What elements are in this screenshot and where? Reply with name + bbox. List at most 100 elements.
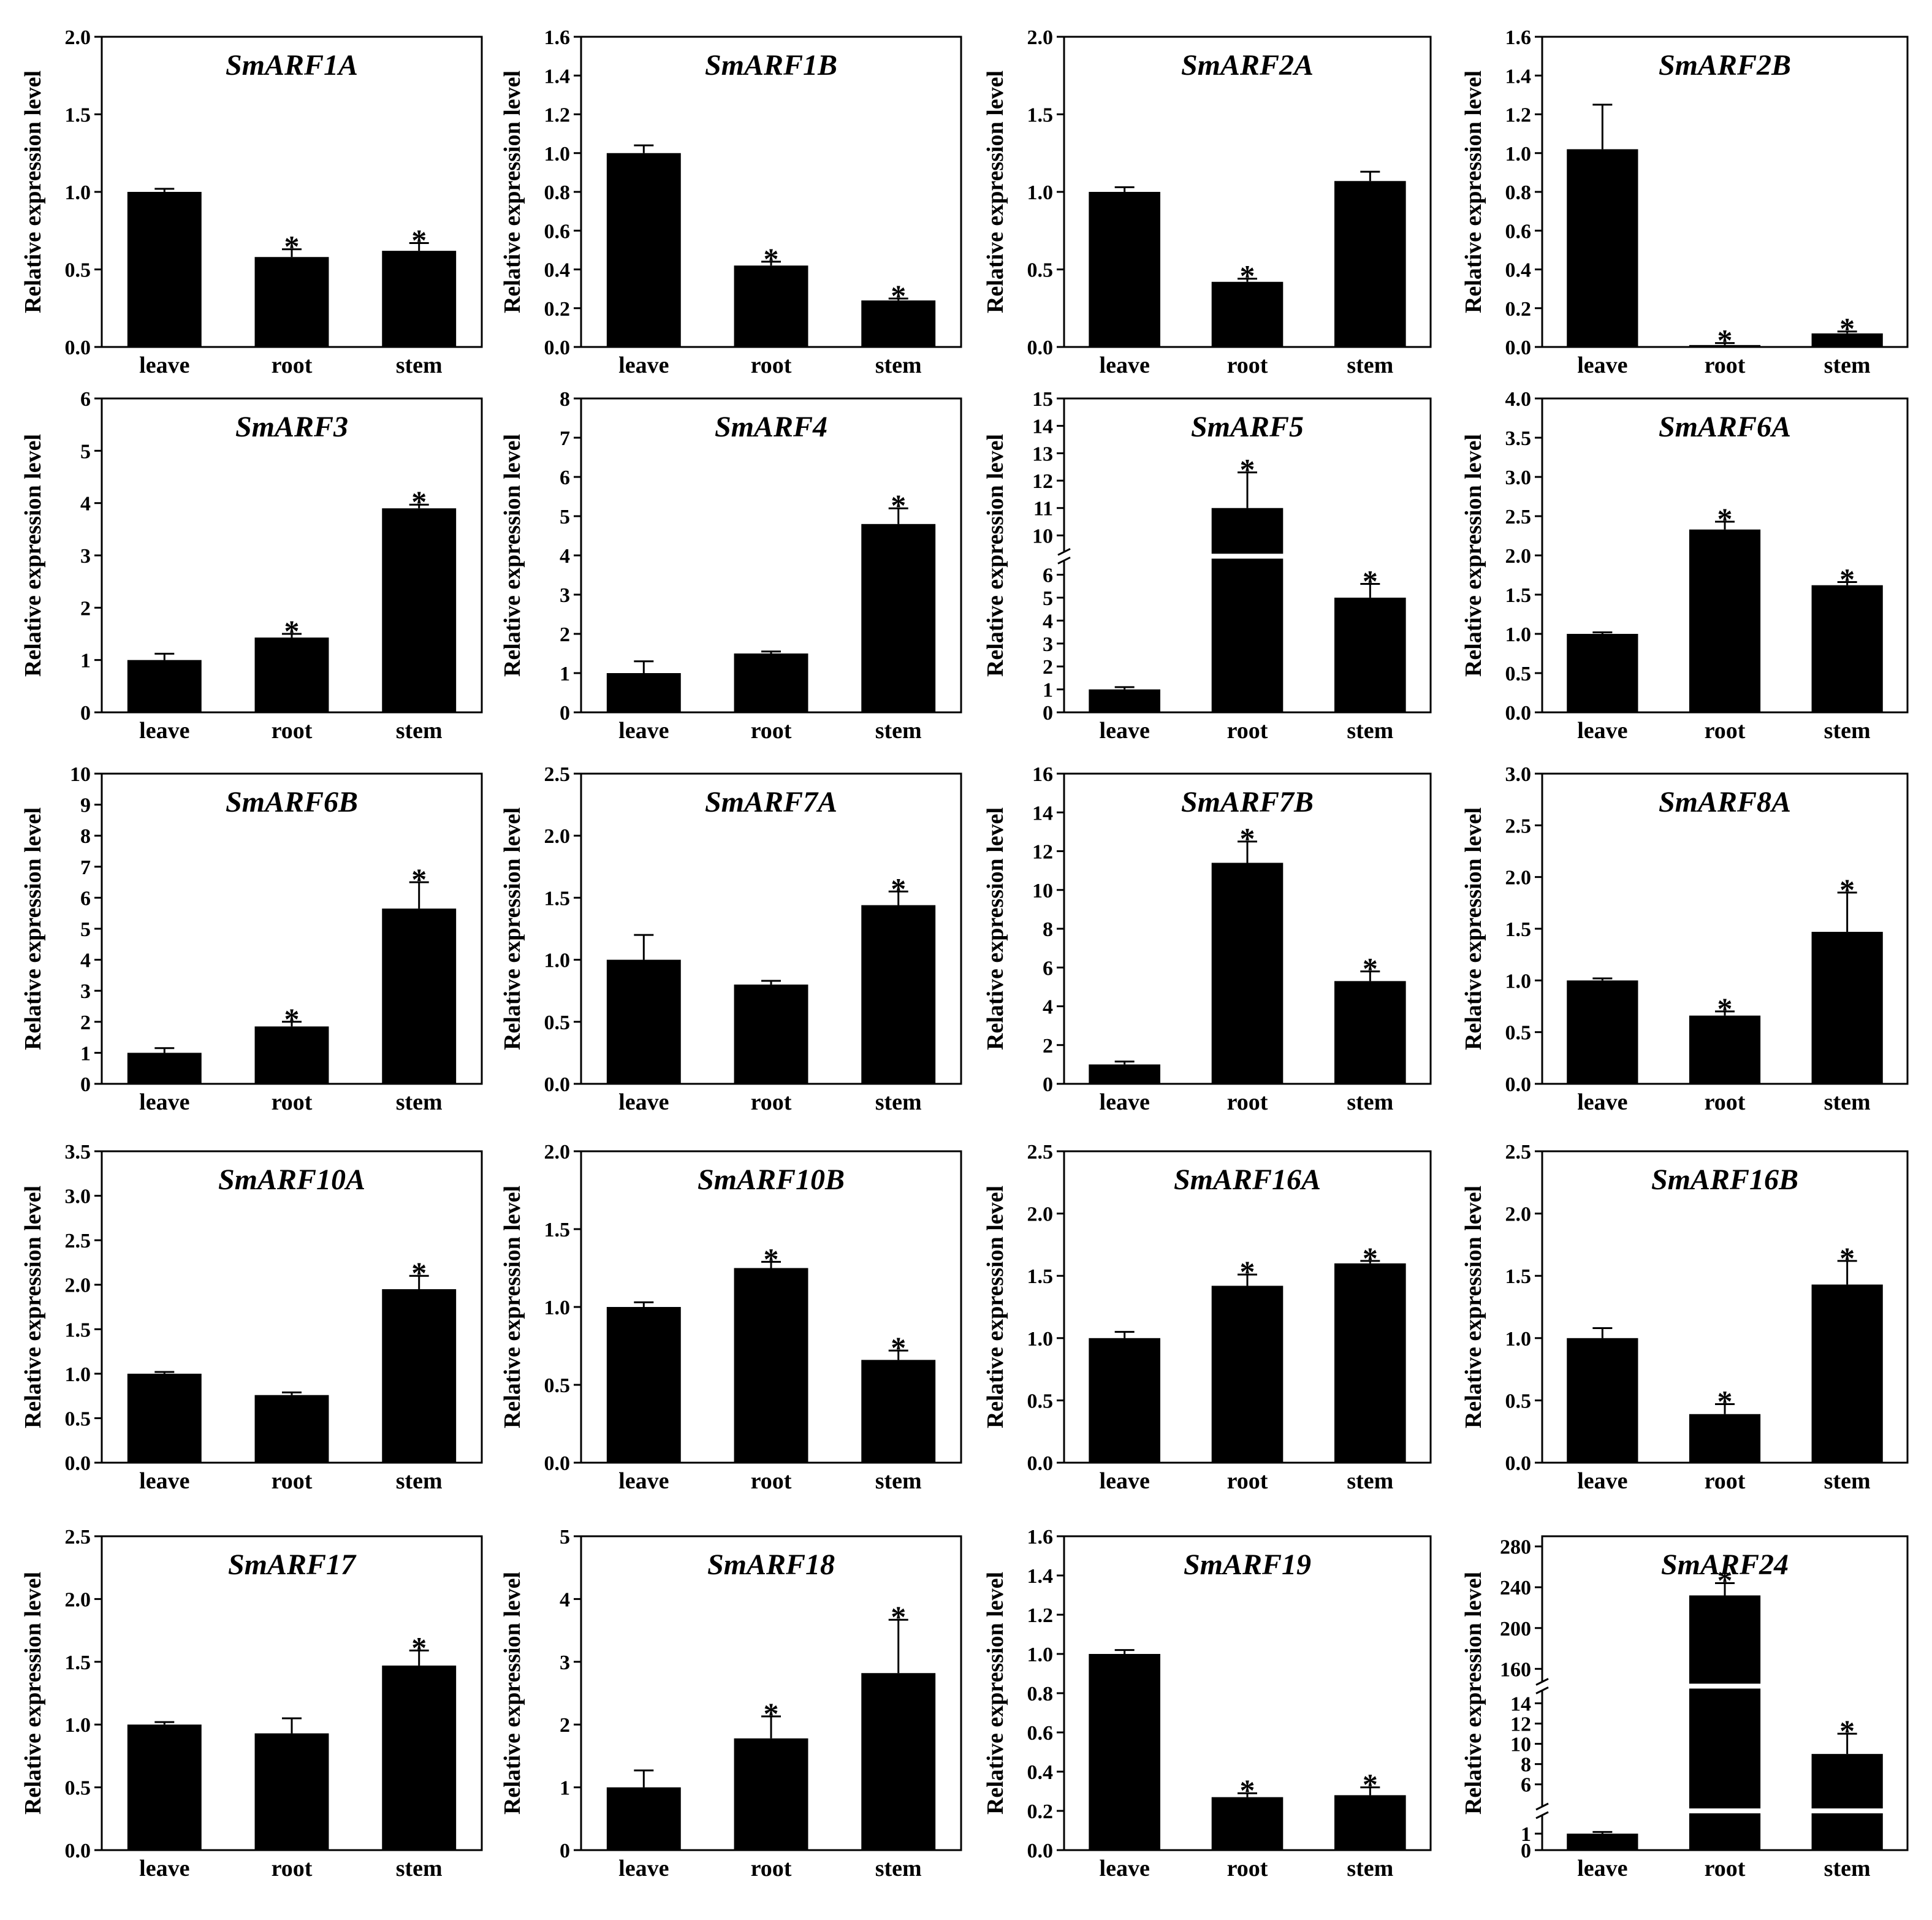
y-tick-label: 1.0	[1505, 623, 1532, 646]
bar-root	[1211, 863, 1284, 1084]
y-tick-label: 1.4	[544, 65, 571, 88]
chart-title: SmARF6A	[1659, 411, 1791, 443]
bar-stem	[861, 905, 936, 1084]
y-tick-label: 10	[1032, 525, 1053, 547]
bar-stem	[382, 909, 457, 1084]
y-tick-label: 6	[1043, 565, 1053, 587]
y-tick-label: 2.5	[1505, 1141, 1532, 1164]
y-tick-label: 1	[80, 650, 91, 672]
bar-stem	[861, 300, 936, 347]
x-category-label: stem	[875, 1856, 922, 1881]
bar-stem	[1811, 932, 1883, 1084]
y-tick-label: 0.2	[1027, 1800, 1054, 1823]
bar-stem	[861, 524, 936, 712]
bar-stem	[382, 251, 457, 347]
y-tick-label: 1.6	[544, 26, 571, 49]
y-tick-label: 2.5	[544, 763, 571, 786]
y-tick-label: 3.5	[1505, 427, 1532, 450]
x-category-label: root	[751, 1856, 792, 1881]
y-tick-label: 0.4	[1505, 259, 1532, 282]
chart-panel-SmARF2A: 0.0 0.5 1.0 1.5 2.0 Relative expression level…	[983, 26, 1432, 378]
bar-root	[1689, 529, 1761, 712]
bar-leave	[127, 1724, 202, 1850]
bar-leave	[606, 1787, 681, 1850]
y-tick-label: 0	[1521, 1840, 1531, 1862]
bar-stem	[1334, 1263, 1406, 1463]
axis-break-gap	[1688, 1808, 1762, 1813]
y-tick-label: 0.0	[65, 1840, 91, 1862]
y-tick-label: 1.0	[1505, 970, 1532, 992]
significance-star: *	[1240, 1254, 1255, 1289]
significance-star: *	[764, 1696, 779, 1731]
bar-root	[254, 257, 329, 347]
y-tick-label: 280	[1500, 1536, 1531, 1559]
y-tick-label: 1.4	[1505, 65, 1532, 88]
x-category-label: stem	[396, 1089, 443, 1115]
bar-root	[1689, 1595, 1761, 1850]
x-category-label: stem	[396, 352, 443, 378]
y-tick-label: 13	[1032, 443, 1053, 465]
y-tick-label: 1	[1521, 1823, 1531, 1846]
y-tick-label: 2.0	[65, 1588, 91, 1611]
x-category-label: stem	[1347, 352, 1393, 378]
axis-break-mark	[1057, 556, 1071, 565]
y-tick-label: 2.0	[1505, 545, 1532, 568]
chart-panel-SmARF1A: 0.0 0.5 1.0 1.5 2.0 Relative expression level…	[20, 26, 483, 378]
x-category-label: leave	[139, 1468, 189, 1494]
y-tick-label: 2.5	[65, 1230, 91, 1252]
x-category-label: root	[1705, 1468, 1746, 1494]
y-tick-label: 0.8	[1027, 1683, 1054, 1705]
chart-panel-SmARF18: 0 1 2 3 4 5 Relative expression level SmARF18 le…	[500, 1526, 962, 1881]
y-tick-label: 14	[1032, 416, 1053, 438]
y-tick-label: 5	[80, 918, 91, 941]
y-tick-label: 7	[80, 856, 91, 879]
y-tick-label: 5	[1043, 587, 1053, 610]
x-category-label: leave	[1577, 1856, 1627, 1881]
x-category-label: leave	[139, 718, 189, 744]
significance-star: *	[891, 278, 906, 313]
y-tick-label: 14	[1510, 1693, 1531, 1716]
y-tick-label: 2.0	[1505, 1203, 1532, 1226]
significance-star: *	[1240, 1773, 1255, 1807]
bar-root	[1211, 508, 1284, 712]
significance-star: *	[284, 614, 300, 648]
bar-root	[734, 265, 808, 347]
significance-star: *	[891, 871, 906, 905]
y-tick-label: 1.5	[544, 887, 571, 910]
axis-break-mark	[1535, 1678, 1549, 1686]
y-tick-label: 240	[1500, 1577, 1531, 1599]
y-axis-label: Relative expression level	[1461, 1186, 1486, 1428]
x-category-label: leave	[1577, 718, 1627, 744]
y-axis-label: Relative expression level	[500, 434, 525, 677]
x-category-label: stem	[1347, 1468, 1393, 1494]
x-category-label: root	[272, 1856, 313, 1881]
y-axis-label: Relative expression level	[20, 70, 46, 313]
bar-root	[1689, 1015, 1761, 1084]
y-tick-label: 1	[560, 663, 570, 685]
axis-break-mark	[1535, 1686, 1549, 1694]
y-tick-label: 0.0	[1027, 337, 1054, 359]
y-axis-label: Relative expression level	[983, 1186, 1008, 1428]
y-tick-label: 2.0	[544, 1141, 571, 1164]
y-tick-label: 4	[560, 1588, 570, 1611]
y-tick-label: 5	[560, 1526, 570, 1549]
significance-star: *	[1839, 1241, 1855, 1275]
significance-star: *	[284, 1002, 300, 1036]
significance-star: *	[1839, 1713, 1855, 1748]
y-tick-label: 0.4	[544, 259, 571, 282]
significance-star: *	[411, 223, 427, 257]
x-category-label: leave	[1577, 352, 1627, 378]
y-tick-label: 2	[560, 623, 570, 646]
x-category-label: leave	[618, 352, 669, 378]
bar-stem	[1811, 1754, 1883, 1850]
x-category-label: stem	[1824, 718, 1871, 744]
chart-title: SmARF6B	[226, 786, 358, 818]
bar-root	[734, 653, 808, 712]
y-axis-label: Relative expression level	[500, 1572, 525, 1815]
x-category-label: root	[751, 1089, 792, 1115]
x-category-label: stem	[1347, 1856, 1393, 1881]
bar-stem	[1334, 981, 1406, 1084]
axis-break-gap	[1811, 1808, 1884, 1813]
y-tick-label: 1.0	[65, 1363, 91, 1386]
y-tick-label: 1.6	[1505, 26, 1532, 49]
